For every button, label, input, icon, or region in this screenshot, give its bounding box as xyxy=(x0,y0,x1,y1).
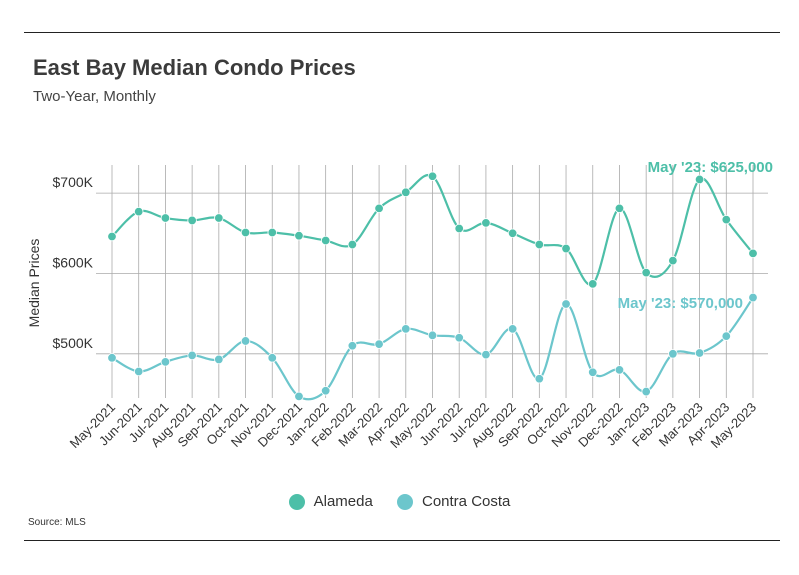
data-point-alameda xyxy=(347,239,358,250)
source-note: Source: MLS xyxy=(28,517,86,528)
y-tick-label: $700K xyxy=(53,174,94,190)
data-point-contra-costa xyxy=(160,357,171,367)
series-contra-costa xyxy=(107,292,758,402)
y-tick-label: $500K xyxy=(53,335,94,351)
annotation-contra-costa: May '23: $570,000 xyxy=(618,295,743,312)
series-alameda xyxy=(107,171,758,289)
data-point-contra-costa xyxy=(641,386,651,397)
data-point-alameda xyxy=(374,203,384,214)
data-point-alameda xyxy=(160,213,171,223)
legend-label-alameda: Alameda xyxy=(313,493,373,510)
data-point-contra-costa xyxy=(374,339,384,349)
legend-label-contra-costa: Contra Costa xyxy=(422,493,511,510)
data-point-contra-costa xyxy=(427,330,438,341)
data-point-contra-costa xyxy=(614,365,625,375)
data-point-contra-costa xyxy=(267,353,277,363)
data-point-contra-costa xyxy=(240,336,251,346)
legend-swatch-contra-costa xyxy=(397,493,413,510)
data-point-alameda xyxy=(534,239,545,250)
data-point-alameda xyxy=(454,223,464,234)
data-point-alameda xyxy=(427,171,438,181)
data-point-contra-costa xyxy=(294,391,304,402)
data-point-alameda xyxy=(294,231,304,241)
data-point-contra-costa xyxy=(721,331,731,341)
data-point-alameda xyxy=(214,213,224,223)
data-point-contra-costa xyxy=(347,341,358,351)
data-point-alameda xyxy=(641,267,651,278)
data-point-alameda xyxy=(267,227,277,238)
legend-item-alameda[interactable]: Alameda xyxy=(288,493,373,510)
data-point-alameda xyxy=(187,215,197,226)
chart-title: East Bay Median Condo Prices xyxy=(33,55,356,80)
data-point-alameda xyxy=(748,248,758,259)
data-point-contra-costa xyxy=(694,348,705,358)
data-point-contra-costa xyxy=(320,386,331,396)
data-point-alameda xyxy=(320,235,331,246)
legend-item-contra-costa[interactable]: Contra Costa xyxy=(397,493,510,510)
y-tick-label: $600K xyxy=(53,254,94,270)
data-point-alameda xyxy=(668,255,678,266)
data-point-alameda xyxy=(507,228,518,238)
chart-subtitle: Two-Year, Monthly xyxy=(33,88,156,105)
data-point-alameda xyxy=(134,206,144,217)
data-point-contra-costa xyxy=(214,354,224,365)
data-point-contra-costa xyxy=(748,292,758,303)
data-point-alameda xyxy=(721,214,731,225)
data-point-alameda xyxy=(561,243,571,254)
annotation-alameda: May '23: $625,000 xyxy=(648,159,773,176)
grid-lines xyxy=(96,165,768,398)
data-point-alameda xyxy=(240,227,251,238)
data-point-alameda xyxy=(694,174,705,185)
y-axis-title: Median Prices xyxy=(26,239,42,328)
data-point-contra-costa xyxy=(187,350,197,361)
data-point-contra-costa xyxy=(134,366,144,377)
top-rule xyxy=(24,32,780,33)
data-point-contra-costa xyxy=(454,333,464,343)
data-point-alameda xyxy=(588,279,598,289)
data-point-contra-costa xyxy=(668,349,678,359)
data-point-alameda xyxy=(401,187,411,198)
data-point-contra-costa xyxy=(534,374,545,384)
legend: Alameda Contra Costa xyxy=(0,493,799,514)
data-point-contra-costa xyxy=(481,349,491,360)
data-point-alameda xyxy=(614,203,625,214)
legend-swatch-alameda xyxy=(288,493,305,510)
data-point-alameda xyxy=(107,231,117,242)
data-point-contra-costa xyxy=(588,367,598,377)
bottom-rule xyxy=(24,540,780,541)
data-point-contra-costa xyxy=(401,324,411,334)
data-point-contra-costa xyxy=(107,353,117,363)
data-point-alameda xyxy=(481,218,491,228)
data-point-contra-costa xyxy=(561,299,571,309)
data-point-contra-costa xyxy=(507,324,518,334)
